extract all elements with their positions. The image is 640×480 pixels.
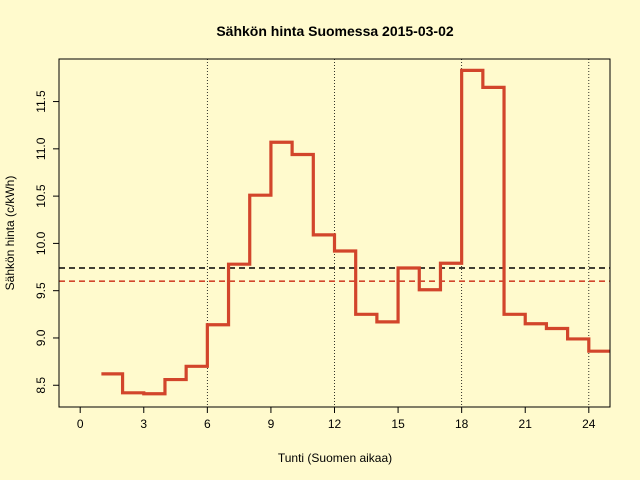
y-tick-label-0: 8.5: [34, 377, 48, 394]
y-tick-label-4: 10.5: [34, 184, 48, 208]
x-tick-label-3: 9: [268, 417, 275, 431]
x-tick-label-8: 24: [582, 417, 596, 431]
plot-area: 0 3 6 9 12 15 18 21 24 8.5 9.0 9.5 10.0 10.5 11.0 11.5: [34, 58, 611, 431]
x-tick-label-5: 15: [391, 417, 405, 431]
y-tick-label-3: 10.0: [34, 231, 48, 255]
x-tick-label-4: 12: [328, 417, 342, 431]
x-axis-label: Tunti (Suomen aikaa): [278, 451, 392, 465]
x-tick-label-7: 21: [519, 417, 533, 431]
y-axis-label: Sähkön hinta (c/kWh): [3, 176, 17, 291]
x-tick-label-0: 0: [77, 417, 84, 431]
y-tick-label-2: 9.5: [34, 282, 48, 299]
y-tick-label-6: 11.5: [34, 90, 48, 113]
y-tick-label-5: 11.0: [34, 137, 48, 160]
x-tick-label-2: 6: [204, 417, 211, 431]
x-tick-label-1: 3: [140, 417, 147, 431]
price-step-series-0: [101, 68, 610, 396]
x-tick-label-6: 18: [455, 417, 469, 431]
y-tick-label-1: 9.0: [34, 329, 48, 346]
chart-title: Sähkön hinta Suomessa 2015-03-02: [216, 23, 454, 39]
